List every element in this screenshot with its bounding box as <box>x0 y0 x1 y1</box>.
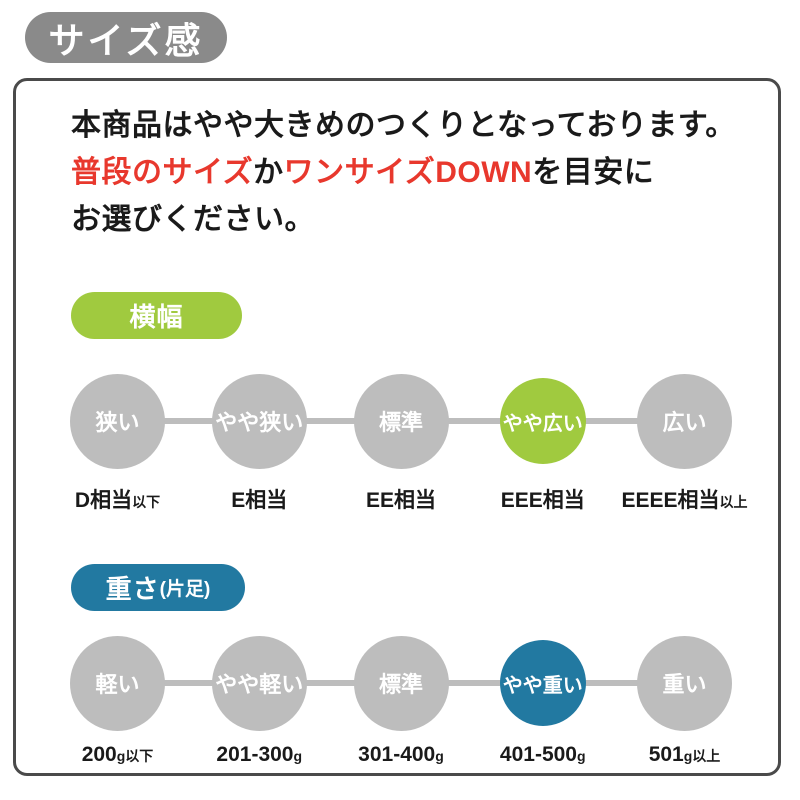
width-section-badge: 横幅 <box>71 292 242 339</box>
weight-step-slightly-light: やや軽い <box>211 635 307 731</box>
weight-label-301-400: 301-400 g <box>354 743 449 767</box>
width-step-standard: 標準 <box>353 373 449 469</box>
weight-label-401-500: 401-500 g <box>495 743 590 767</box>
width-step-slightly-wide-label: やや広い <box>502 412 583 435</box>
weight-section-badge-label: 重さ <box>105 574 160 604</box>
weight-label-201-300-main: 201-300 <box>216 743 294 766</box>
width-step-standard-circle: 標準 <box>353 373 449 469</box>
weight-step-heavy-circle: 重い <box>637 635 732 731</box>
weight-step-standard: 標準 <box>353 635 449 731</box>
intro-line2-black-ka: か <box>253 156 284 189</box>
weight-step-slightly-heavy: やや重い <box>495 636 590 731</box>
width-step-slightly-narrow-label: やや狭い <box>215 410 304 435</box>
width-label-d-suffix: 以下 <box>132 494 161 510</box>
weight-step-standard-circle: 標準 <box>353 635 449 731</box>
width-label-e: E相当 <box>212 484 307 514</box>
width-label-eee: EEE相当 <box>495 484 590 514</box>
width-label-d: D相当 以下 <box>70 484 165 514</box>
weight-step-slightly-heavy-circle: やや重い <box>499 640 586 726</box>
width-scale-labels: D相当 以下 E相当 EE相当 EEE相当 EEEE相当 以上 <box>70 484 748 514</box>
width-step-narrow: 狭い <box>70 373 165 469</box>
weight-label-401-500-suffix: g <box>577 748 586 764</box>
width-step-slightly-wide: やや広い <box>495 374 590 469</box>
weight-step-slightly-light-label: やや軽い <box>215 672 304 697</box>
intro-line2-red-usual-size: 普段のサイズ <box>71 156 254 189</box>
width-label-ee-main: EE相当 <box>365 489 436 512</box>
size-guide-panel: 本商品はやや大きめのつくりとなっております。 普段のサイズかワンサイズDOWNを… <box>13 78 781 776</box>
width-label-d-main: D相当 <box>74 489 133 512</box>
weight-label-301-400-main: 301-400 <box>358 743 436 766</box>
size-feel-title-badge: サイズ感 <box>25 12 227 63</box>
weight-section-badge: 重さ (片足) <box>71 564 245 611</box>
weight-label-501-suffix: g以上 <box>683 748 721 764</box>
weight-label-200-suffix: g以下 <box>116 748 154 764</box>
weight-label-200-main: 200 <box>81 743 117 766</box>
width-step-narrow-label: 狭い <box>95 410 140 435</box>
weight-scale-labels: 200 g以下 201-300 g 301-400 g 401-500 g 501 g以上 <box>70 743 732 767</box>
intro-line1: 本商品はやや大きめのつくりとなっております。 <box>71 109 736 142</box>
intro-line2-black-guide: を目安に <box>532 156 655 189</box>
weight-label-200: 200 g以下 <box>70 743 165 767</box>
weight-step-heavy-label: 重い <box>662 672 707 697</box>
width-label-eee-main: EEE相当 <box>500 489 585 512</box>
weight-step-light-label: 軽い <box>95 672 140 697</box>
weight-section-badge-sub: (片足) <box>159 579 211 600</box>
weight-step-light: 軽い <box>70 635 165 731</box>
size-feel-title-label: サイズ感 <box>48 19 204 61</box>
weight-step-standard-label: 標準 <box>378 672 423 697</box>
width-step-wide-circle: 広い <box>637 373 732 469</box>
weight-step-heavy: 重い <box>637 635 732 731</box>
weight-label-401-500-main: 401-500 <box>499 743 577 766</box>
weight-label-301-400-suffix: g <box>435 748 444 764</box>
width-label-ee: EE相当 <box>354 484 449 514</box>
weight-step-light-circle: 軽い <box>70 635 165 731</box>
weight-label-501: 501 g以上 <box>637 743 732 767</box>
intro-line2-red-one-size-down: ワンサイズDOWN <box>283 156 533 189</box>
width-label-eeee-main: EEEE相当 <box>621 489 720 512</box>
width-label-eeee-suffix: 以上 <box>719 494 748 510</box>
intro-line3: お選びください。 <box>71 203 315 236</box>
width-scale-track: 狭い やや狭い 標準 やや広い 広い <box>70 373 732 469</box>
width-step-wide: 広い <box>637 373 732 469</box>
weight-label-201-300: 201-300 g <box>212 743 307 767</box>
weight-scale-track: 軽い やや軽い 標準 やや重い 重い <box>70 635 732 731</box>
width-step-slightly-narrow-circle: やや狭い <box>211 373 307 469</box>
width-label-eeee: EEEE相当 以上 <box>621 484 747 514</box>
width-step-slightly-wide-circle: やや広い <box>499 378 586 464</box>
width-step-narrow-circle: 狭い <box>70 373 165 469</box>
width-step-wide-label: 広い <box>662 410 707 435</box>
weight-step-slightly-heavy-label: やや重い <box>502 674 583 697</box>
width-step-slightly-narrow: やや狭い <box>211 373 307 469</box>
intro-text: 本商品はやや大きめのつくりとなっております。 普段のサイズかワンサイズDOWNを… <box>71 102 736 243</box>
weight-step-slightly-light-circle: やや軽い <box>211 635 307 731</box>
weight-label-501-main: 501 <box>648 743 684 766</box>
weight-label-201-300-suffix: g <box>293 748 303 764</box>
width-label-e-main: E相当 <box>231 489 288 512</box>
width-section-badge-label: 横幅 <box>129 302 184 332</box>
width-step-standard-label: 標準 <box>378 410 423 435</box>
